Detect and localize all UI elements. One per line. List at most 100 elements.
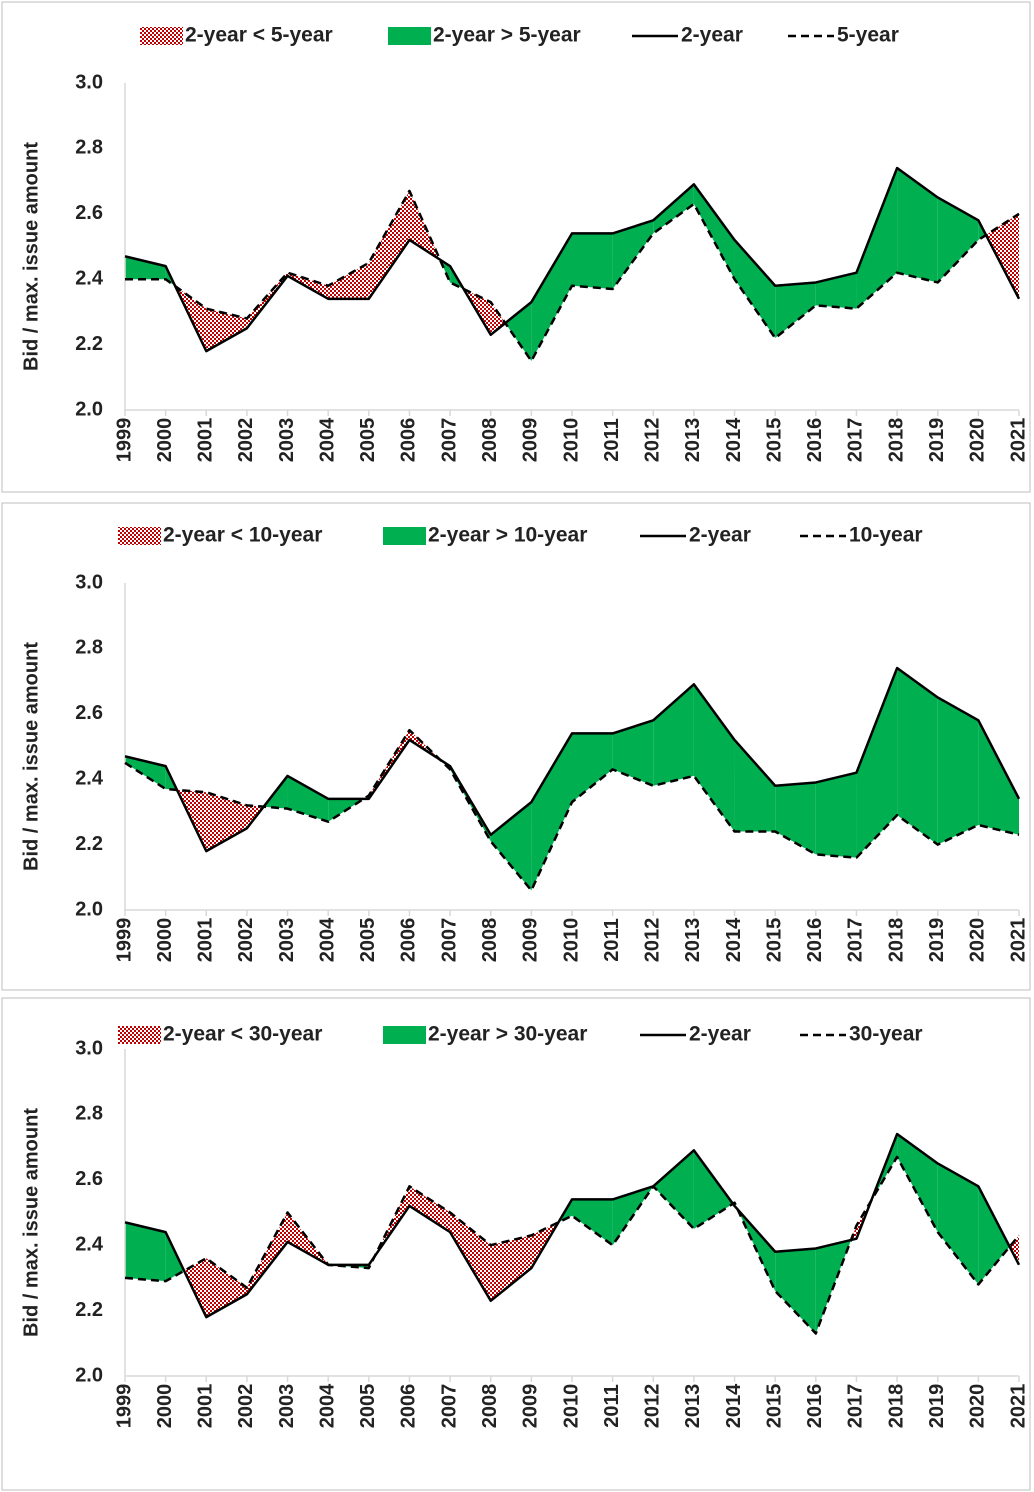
x-tick-label: 2000 bbox=[154, 418, 176, 463]
difference-fill bbox=[490, 802, 532, 891]
difference-fill bbox=[531, 733, 572, 891]
x-tick-label: 2012 bbox=[642, 918, 664, 963]
y-tick-label: 2.6 bbox=[75, 202, 103, 224]
difference-fill bbox=[368, 1256, 375, 1269]
x-tick-label: 2017 bbox=[845, 1384, 867, 1429]
x-tick-label: 2014 bbox=[723, 417, 745, 462]
y-tick-label: 2.0 bbox=[75, 898, 103, 920]
panel-border bbox=[1, 1, 1031, 493]
x-tick-label: 2006 bbox=[398, 918, 420, 963]
y-axis-label: Bid / max. issue amount bbox=[20, 1108, 42, 1337]
x-tick-label: 2018 bbox=[885, 418, 907, 463]
x-tick-label: 2004 bbox=[316, 917, 338, 962]
x-tick-label: 2016 bbox=[804, 918, 826, 963]
series-line bbox=[125, 189, 1020, 363]
difference-fill bbox=[985, 213, 1019, 299]
y-tick-label: 2.8 bbox=[75, 637, 103, 659]
difference-fill bbox=[897, 1134, 938, 1233]
legend-swatch bbox=[383, 527, 426, 545]
difference-fill bbox=[693, 684, 735, 832]
y-tick-label: 2.4 bbox=[75, 1233, 104, 1255]
x-tick-label: 2011 bbox=[601, 418, 623, 461]
x-tick-label: 2003 bbox=[276, 1384, 298, 1429]
legend-label: 2-year bbox=[681, 24, 743, 47]
x-tick-label: 2010 bbox=[560, 418, 582, 463]
difference-fill bbox=[490, 302, 506, 335]
legend-swatch bbox=[118, 527, 161, 545]
y-tick-label: 2.6 bbox=[75, 1168, 103, 1190]
difference-fill bbox=[612, 720, 654, 786]
y-tick-label: 2.4 bbox=[75, 267, 104, 289]
difference-fill bbox=[328, 262, 369, 299]
x-tick-label: 2007 bbox=[438, 418, 460, 463]
difference-fill bbox=[653, 684, 694, 786]
difference-fill bbox=[184, 1258, 207, 1318]
series-line bbox=[124, 1155, 1020, 1335]
panel-border bbox=[1, 502, 1031, 991]
legend-label: 2-year bbox=[689, 1023, 751, 1046]
difference-fill bbox=[368, 190, 410, 299]
difference-fill bbox=[978, 1186, 1010, 1285]
legend-swatch bbox=[388, 27, 431, 45]
x-tick-label: 2010 bbox=[560, 918, 582, 963]
difference-fill bbox=[572, 233, 613, 290]
difference-fill bbox=[937, 697, 979, 845]
x-tick-label: 2010 bbox=[560, 1384, 582, 1429]
x-tick-label: 2021 bbox=[1007, 918, 1029, 963]
x-tick-label: 2000 bbox=[154, 918, 176, 963]
y-tick-label: 2.2 bbox=[75, 333, 103, 355]
x-tick-label: 2003 bbox=[276, 418, 298, 463]
chart-panel: 2.0 2.2 2.4 2.6 2.8 3.0 1999 2000 2001 2002 2003 20… bbox=[1, 997, 1031, 1491]
difference-fill bbox=[937, 197, 979, 283]
x-tick-label: 1999 bbox=[113, 418, 135, 463]
x-tick-label: 2015 bbox=[763, 918, 785, 963]
x-tick-label: 2006 bbox=[398, 1384, 420, 1429]
x-tick-label: 1999 bbox=[113, 1384, 135, 1429]
x-tick-label: 2015 bbox=[763, 418, 785, 463]
difference-fill bbox=[937, 1163, 979, 1285]
x-tick-label: 2017 bbox=[845, 418, 867, 463]
x-tick-label: 2014 bbox=[723, 917, 745, 962]
difference-fill bbox=[287, 1212, 329, 1265]
difference-fill bbox=[206, 308, 247, 352]
x-tick-label: 2012 bbox=[642, 418, 664, 463]
y-axis-label: Bid / max. issue amount bbox=[20, 142, 42, 371]
x-tick-label: 2019 bbox=[926, 918, 948, 963]
x-tick-label: 2020 bbox=[967, 418, 989, 463]
x-tick-label: 2007 bbox=[438, 1384, 460, 1429]
x-tick-label: 2018 bbox=[885, 1384, 907, 1429]
x-tick-label: 2012 bbox=[642, 1384, 664, 1429]
difference-fill bbox=[409, 730, 440, 760]
y-tick-label: 2.2 bbox=[75, 1299, 103, 1321]
x-tick-label: 2014 bbox=[723, 1383, 745, 1428]
difference-fill bbox=[978, 720, 1019, 835]
x-tick-label: 2003 bbox=[276, 918, 298, 963]
difference-fill bbox=[572, 1199, 613, 1246]
x-tick-label: 2021 bbox=[1007, 418, 1029, 463]
difference-fill bbox=[409, 1186, 451, 1233]
x-tick-label: 2001 bbox=[195, 918, 217, 963]
legend-label: 2-year > 5-year bbox=[433, 24, 581, 47]
x-tick-label: 2006 bbox=[398, 418, 420, 463]
difference-fill bbox=[531, 233, 572, 361]
difference-fill bbox=[206, 792, 247, 852]
x-tick-label: 2011 bbox=[601, 918, 623, 961]
difference-fill bbox=[490, 1235, 532, 1301]
difference-fill bbox=[815, 272, 857, 309]
difference-fill bbox=[897, 668, 938, 845]
x-tick-label: 2013 bbox=[682, 1384, 704, 1429]
x-tick-label: 2004 bbox=[316, 1383, 338, 1428]
x-tick-label: 2001 bbox=[195, 1384, 217, 1429]
y-axis-label: Bid / max. issue amount bbox=[20, 642, 42, 871]
difference-fill bbox=[505, 302, 532, 361]
x-tick-label: 2011 bbox=[601, 1384, 623, 1427]
legend-swatch bbox=[118, 1026, 161, 1044]
x-tick-label: 2002 bbox=[235, 1384, 257, 1429]
difference-fill bbox=[612, 220, 654, 290]
y-tick-label: 2.8 bbox=[75, 137, 103, 159]
legend-label: 2-year bbox=[689, 524, 751, 547]
x-tick-label: 2009 bbox=[520, 918, 542, 963]
difference-fill bbox=[815, 772, 857, 858]
chart-panel: 2.0 2.2 2.4 2.6 2.8 3.0 1999 2000 2001 2002 2003 20… bbox=[1, 1, 1031, 493]
